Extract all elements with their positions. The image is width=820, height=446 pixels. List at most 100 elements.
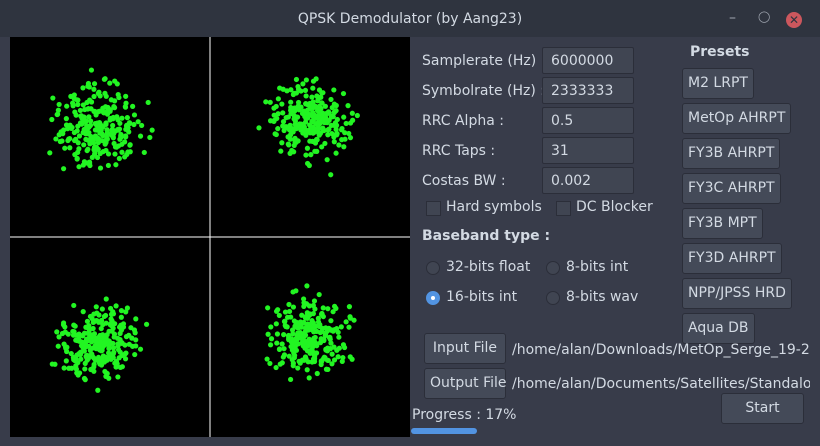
input-file-button[interactable]: Input File: [424, 333, 506, 364]
constellation-dot: [122, 103, 128, 110]
radio-button[interactable]: [426, 261, 440, 275]
constellation-dot: [279, 360, 285, 366]
constellation-dot: [63, 358, 69, 364]
constellation-dot: [296, 358, 302, 364]
minimize-button[interactable]: –: [729, 10, 736, 26]
constellation-dot: [102, 368, 108, 375]
constellation-dot: [110, 351, 116, 357]
radio-button[interactable]: [546, 291, 560, 305]
constellation-dot: [328, 122, 335, 129]
constellation-dot: [99, 306, 105, 312]
constellation-dot: [83, 353, 89, 359]
constellation-dot: [276, 312, 282, 319]
radio-button[interactable]: [546, 261, 560, 275]
constellation-dot: [308, 152, 314, 158]
preset-button[interactable]: FY3B MPT: [682, 208, 763, 239]
constellation-dot: [311, 129, 317, 136]
preset-button[interactable]: M2 LRPT: [682, 68, 754, 99]
constellation-dot: [71, 302, 77, 309]
constellation-dot: [63, 115, 69, 122]
preset-button[interactable]: FY3B AHRPT: [682, 138, 781, 169]
constellation-dot: [339, 125, 345, 132]
constellation-dot: [96, 312, 102, 318]
constellation-dot: [54, 329, 60, 335]
constellation-dot: [354, 112, 360, 119]
constellation-dot: [287, 136, 293, 142]
constellation-dot: [122, 356, 129, 362]
baseband-title: Baseband type :: [422, 228, 551, 244]
constellation-dot: [53, 136, 59, 142]
constellation-dot: [75, 140, 81, 146]
constellation-dot: [341, 144, 347, 150]
preset-button[interactable]: Aqua DB: [682, 313, 755, 344]
constellation-dot: [311, 298, 318, 304]
presets-title: Presets: [690, 44, 750, 60]
constellation-dot: [103, 139, 109, 146]
constellation-dot: [103, 296, 109, 302]
constellation-dot: [272, 131, 278, 137]
constellation-dot: [302, 339, 308, 346]
constellation-dot: [100, 105, 106, 111]
constellation-dot: [106, 345, 112, 351]
setting-input[interactable]: 31: [542, 137, 634, 164]
setting-input[interactable]: 0.5: [542, 107, 634, 134]
constellation-dot: [133, 316, 139, 322]
maximize-button[interactable]: ◯: [758, 10, 771, 23]
preset-button[interactable]: MetOp AHRPT: [682, 103, 792, 134]
constellation-dot: [102, 339, 108, 346]
constellation-dot: [84, 126, 90, 132]
constellation-dot: [124, 115, 130, 121]
constellation-dot: [310, 85, 316, 91]
preset-button[interactable]: NPP/JPSS HRD: [682, 278, 792, 309]
constellation-dot: [323, 346, 329, 352]
constellation-dot: [61, 365, 67, 371]
setting-input[interactable]: 2333333: [542, 77, 634, 104]
constellation-dot: [288, 343, 294, 350]
close-button[interactable]: ✕: [786, 12, 802, 28]
constellation-dot: [116, 155, 122, 162]
constellation-dot: [75, 123, 81, 129]
constellation-dot: [47, 150, 53, 156]
constellation-dot: [97, 361, 103, 367]
constellation-dot: [331, 134, 337, 140]
setting-input[interactable]: 0.002: [542, 167, 634, 194]
constellation-dot: [105, 162, 112, 169]
setting-input[interactable]: 6000000: [542, 47, 634, 74]
radio-label: 8-bits int: [566, 259, 629, 275]
start-button[interactable]: Start: [721, 393, 804, 424]
constellation-dot: [93, 127, 100, 133]
constellation-dot: [311, 358, 318, 365]
constellation-dot: [325, 109, 332, 115]
constellation-dot: [73, 112, 79, 118]
constellation-dot: [81, 117, 88, 123]
constellation-dot: [98, 348, 104, 354]
constellation-dot: [301, 108, 307, 114]
constellation-dot: [125, 149, 131, 155]
preset-button[interactable]: FY3C AHRPT: [682, 173, 781, 204]
constellation-dot: [85, 146, 91, 152]
constellation-dot: [302, 354, 309, 360]
output-file-button[interactable]: Output File: [424, 368, 507, 399]
constellation-dot: [345, 103, 351, 109]
constellation-dot: [104, 135, 110, 141]
constellation-dot: [124, 305, 130, 311]
constellation-dot: [110, 340, 116, 347]
constellation-dot: [318, 361, 324, 368]
constellation-dot: [322, 103, 329, 109]
constellation-dot: [110, 345, 117, 351]
checkbox[interactable]: [556, 201, 571, 216]
constellation-dot: [115, 127, 122, 133]
constellation-dot: [325, 306, 331, 312]
preset-button[interactable]: FY3D AHRPT: [682, 243, 782, 274]
constellation-dot: [275, 96, 281, 102]
constellation-dot: [91, 361, 97, 368]
checkbox[interactable]: [426, 201, 441, 216]
radio-button[interactable]: [426, 291, 440, 305]
constellation-dot: [304, 101, 310, 108]
constellation-dot: [311, 349, 317, 356]
constellation-dot: [331, 303, 338, 309]
constellation-dot: [75, 149, 81, 155]
constellation-dot: [86, 323, 92, 329]
radio-label: 16-bits int: [446, 289, 518, 305]
